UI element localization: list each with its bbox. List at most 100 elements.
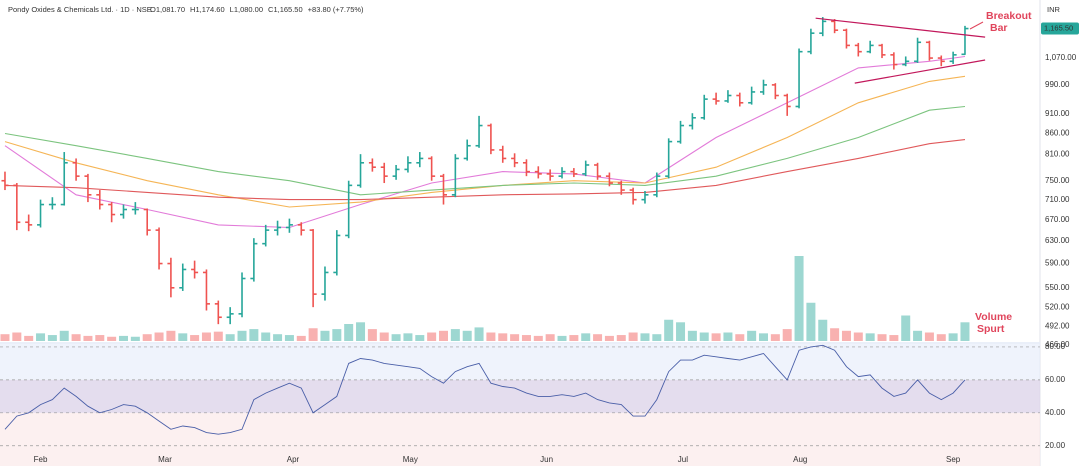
rsi-band-upper xyxy=(0,342,1040,380)
volume-bar xyxy=(557,335,567,341)
x-tick-label: Jul xyxy=(678,455,688,464)
volume-bar xyxy=(913,330,923,341)
y-tick-label: 590.00 xyxy=(1045,259,1070,268)
x-tick-label: Feb xyxy=(34,455,48,464)
moving-average xyxy=(4,55,966,229)
y-tick-label: 810.00 xyxy=(1045,149,1070,158)
volume-bar xyxy=(747,330,757,341)
volume-bar xyxy=(794,256,804,341)
volume-bar xyxy=(308,328,318,341)
volume-bar xyxy=(640,333,650,341)
volume-bar xyxy=(12,332,22,341)
rsi-line xyxy=(4,344,966,435)
volume-bar xyxy=(249,329,259,341)
volume-bar xyxy=(545,334,555,341)
volume-bar xyxy=(533,335,543,341)
volume-bar xyxy=(841,330,851,341)
volume-bar xyxy=(296,335,306,341)
volume-bar xyxy=(356,322,366,341)
volume-bar xyxy=(853,332,863,341)
volume-bar xyxy=(24,335,34,341)
volume-bar xyxy=(936,334,946,341)
trendline xyxy=(815,17,986,38)
rsi-tick-label: 60.00 xyxy=(1045,375,1066,384)
volume-bar xyxy=(770,334,780,341)
y-tick-label: 630.00 xyxy=(1045,236,1070,245)
volume-bar xyxy=(818,319,828,341)
volume-bar xyxy=(415,335,425,341)
last-price-tag xyxy=(1041,22,1079,35)
volume-bar xyxy=(521,335,531,341)
annotation: Spurt xyxy=(977,323,1005,335)
volume-bar xyxy=(604,335,614,341)
chart-title: Pondy Oxides & Chemicals Ltd. · 1D · NSE xyxy=(8,5,152,14)
volume-bar xyxy=(510,334,520,341)
volume-bar xyxy=(403,333,413,341)
volume-bar xyxy=(391,334,401,341)
volume-bar xyxy=(320,330,330,341)
volume-bar xyxy=(118,335,128,341)
x-tick-label: Aug xyxy=(793,455,807,464)
volume-bar xyxy=(379,332,389,341)
volume-bar xyxy=(830,328,840,341)
volume-bar xyxy=(948,333,958,341)
volume-bar xyxy=(344,324,354,341)
volume-bar xyxy=(498,333,508,341)
volume-bar xyxy=(273,334,283,341)
volume-bar xyxy=(47,335,57,341)
volume-bar xyxy=(0,334,10,341)
volume-bar xyxy=(664,319,674,341)
y-tick-label: 1,070.00 xyxy=(1045,53,1077,62)
volume-bar xyxy=(225,334,235,341)
volume-bar xyxy=(332,329,342,341)
volume-bar xyxy=(687,330,697,341)
y-tick-label: 860.00 xyxy=(1045,129,1070,138)
volume-bar xyxy=(676,322,686,341)
volume-bar xyxy=(960,322,970,341)
volume-bar xyxy=(699,332,709,341)
volume-bar xyxy=(71,334,81,341)
volume-bar xyxy=(474,327,484,341)
moving-average xyxy=(4,139,966,201)
volume-bar xyxy=(486,332,496,341)
currency: INR xyxy=(1047,5,1061,14)
volume-bar xyxy=(924,332,934,341)
annotation-arrow xyxy=(969,21,984,30)
volume-bar xyxy=(438,330,448,341)
volume-bar xyxy=(367,329,377,341)
rsi-band-middle xyxy=(0,379,1040,413)
volume-bar xyxy=(877,334,887,341)
x-tick-label: Jun xyxy=(540,455,553,464)
y-tick-label: 520.00 xyxy=(1045,302,1070,311)
y-tick-label: 492.00 xyxy=(1045,321,1070,330)
volume-bar xyxy=(616,335,626,341)
last-price-label: 1,165.50 xyxy=(1044,24,1073,33)
annotation: Volume xyxy=(975,311,1012,323)
volume-bar xyxy=(901,315,911,341)
volume-bar xyxy=(59,330,69,341)
x-tick-label: May xyxy=(403,455,418,464)
volume-bar xyxy=(130,336,140,341)
volume-bar xyxy=(450,329,460,341)
trendline xyxy=(854,59,986,84)
header: Pondy Oxides & Chemicals Ltd. · 1D · NSE… xyxy=(8,5,1061,14)
volume-bar xyxy=(154,332,164,341)
volume-bar xyxy=(427,332,437,341)
x-tick-label: Apr xyxy=(287,455,300,464)
volume-bar xyxy=(652,334,662,341)
volume-bar xyxy=(178,333,188,341)
volume-bar xyxy=(865,333,875,341)
volume-bar xyxy=(166,330,176,341)
rsi-tick-label: 20.00 xyxy=(1045,441,1066,450)
volume-bar xyxy=(889,335,899,341)
rsi-tick-label: 40.00 xyxy=(1045,408,1066,417)
y-tick-label: 750.00 xyxy=(1045,176,1070,185)
ohlc-label: +83.80 (+7.75%) xyxy=(308,5,364,14)
annotation: Bar xyxy=(990,22,1008,34)
rsi-band-lower xyxy=(0,412,1040,466)
volume-bar xyxy=(95,335,105,341)
moving-average xyxy=(4,105,966,196)
x-tick-label: Sep xyxy=(946,455,961,464)
